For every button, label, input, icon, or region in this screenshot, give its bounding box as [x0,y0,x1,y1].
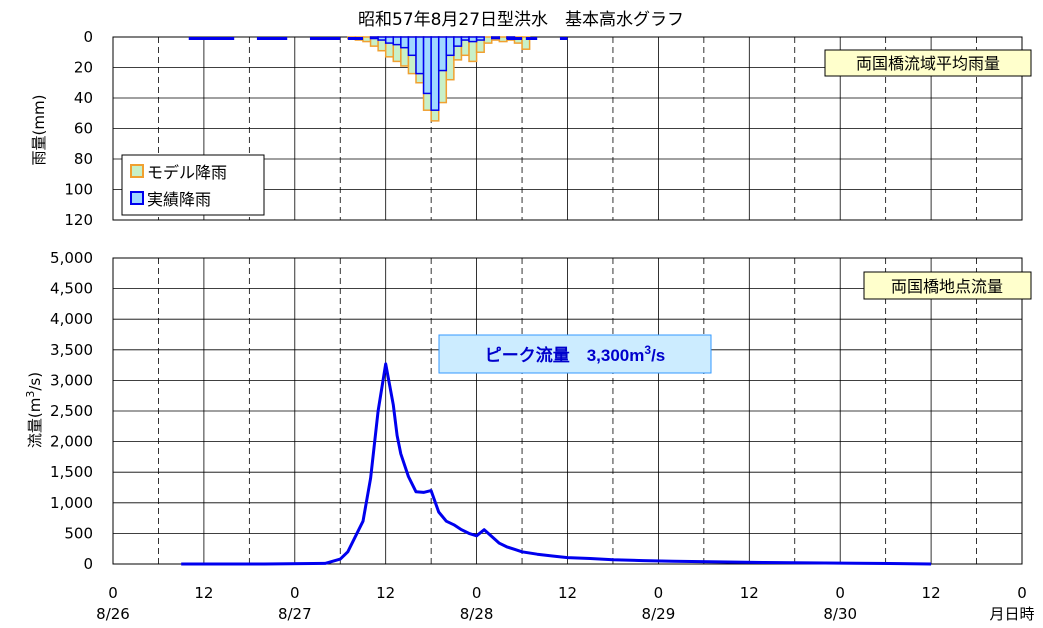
x-tick-label: 12 [558,584,577,602]
rainfall-y-tick-label: 20 [74,59,93,77]
actual-rain-bar [475,36,485,41]
discharge-y-tick-label: 1,000 [50,494,93,512]
x-axis: 0 12 0 12 0 12 0 12 0 12 0 8/26 8/27 8/28 8/29 8/30 月日時 [96,584,1034,623]
peak-annotation-text: ピーク流量 3,300m3/s [485,343,666,365]
chart-title: 昭和57年8月27日型洪水 基本高水グラフ [358,10,684,30]
x-tick-label: 0 [1017,584,1027,602]
actual-rain-bar [422,36,432,95]
actual-rain-bar [437,36,448,72]
discharge-y-tick-label: 2,500 [50,402,93,420]
discharge-y-tick-label: 500 [64,524,93,542]
actual-rain-bar [491,36,501,40]
legend-swatch-model [130,164,144,178]
discharge-panel: 0 500 1,000 1,500 2,000 2,500 3,000 3,500 4,000 4… [24,249,1032,573]
discharge-box-label: 両国橋地点流量 [863,271,1032,300]
rainfall-legend: モデル降雨 実績降雨 [121,154,265,216]
x-tick-label: 12 [194,584,213,602]
legend-entry-model: モデル降雨 [130,163,227,182]
discharge-y-tick-label: 0 [83,555,93,573]
actual-rain-bar [369,36,379,40]
x-tick-label: 0 [835,584,845,602]
discharge-y-tick-label: 1,500 [50,463,93,481]
actual-rain-bar [400,36,410,49]
x-tick-label: 0 [472,584,482,602]
actual-rain-bar [415,36,425,75]
actual-rain-bar [468,36,478,43]
peak-annotation: ピーク流量 3,300m3/s [438,334,712,374]
x-date-label: 8/29 [642,605,676,623]
discharge-y-tick-label: 4,000 [50,310,93,328]
rainfall-bars [188,36,568,122]
actual-rain-bar [430,36,440,111]
discharge-y-tick-label: 4,500 [50,280,93,298]
rainfall-y-tick-label: 100 [64,181,93,199]
actual-rain-bar [460,36,470,41]
rainfall-y-axis-label: 雨量(mm) [30,95,48,166]
rainfall-y-tick-label: 40 [74,89,93,107]
rainfall-y-tick-label: 120 [64,211,93,229]
x-axis-end-label: 月日時 [989,605,1034,623]
rainfall-panel: 0 20 40 60 80 100 120 雨量(mm) 両国橋流域平均雨量 モデル降雨 実… [30,28,1032,229]
x-tick-label: 12 [922,584,941,602]
actual-rain-bar [445,36,455,57]
rainfall-y-tick-label: 0 [83,28,93,46]
x-tick-label: 12 [376,584,395,602]
actual-rain-bar [407,36,417,57]
x-tick-label: 0 [654,584,664,602]
discharge-y-ticks: 0 500 1,000 1,500 2,000 2,500 3,000 3,500 4,000 4… [50,249,93,573]
x-date-label: 8/27 [278,605,312,623]
discharge-grid [113,258,1022,564]
discharge-y-axis-label: 流量(m3/s) [24,372,44,448]
rainfall-box-label-text: 両国橋流域平均雨量 [856,54,1000,73]
x-date-label: 8/30 [823,605,857,623]
x-tick-label: 0 [290,584,300,602]
model-rain-bar [521,36,531,50]
rainfall-box-label: 両国橋流域平均雨量 [824,49,1032,77]
discharge-y-tick-label: 5,000 [50,249,93,267]
discharge-y-tick-label: 3,000 [50,371,93,389]
model-rain-bar [498,36,508,43]
actual-rain-bar [377,36,387,41]
rainfall-y-ticks: 0 20 40 60 80 100 120 [64,28,93,229]
x-date-label: 8/26 [96,605,130,623]
actual-rain-bar [384,36,395,44]
legend-label-model: モデル降雨 [147,163,227,182]
discharge-box-label-text: 両国橋地点流量 [891,277,1003,296]
discharge-y-tick-label: 3,500 [50,341,93,359]
model-rain-bar [483,36,493,44]
rainfall-y-tick-label: 60 [74,120,93,138]
x-tick-label: 0 [108,584,118,602]
legend-label-actual: 実績降雨 [147,190,211,209]
legend-entry-actual: 実績降雨 [130,190,211,209]
discharge-line [181,362,932,566]
actual-rain-bar [453,36,463,47]
discharge-y-tick-label: 2,000 [50,433,93,451]
legend-swatch-actual [130,191,144,205]
model-rain-bar [362,36,372,43]
actual-rain-bar [392,36,402,46]
rainfall-y-tick-label: 80 [74,150,93,168]
x-date-label: 8/28 [460,605,494,623]
x-tick-label: 12 [740,584,759,602]
